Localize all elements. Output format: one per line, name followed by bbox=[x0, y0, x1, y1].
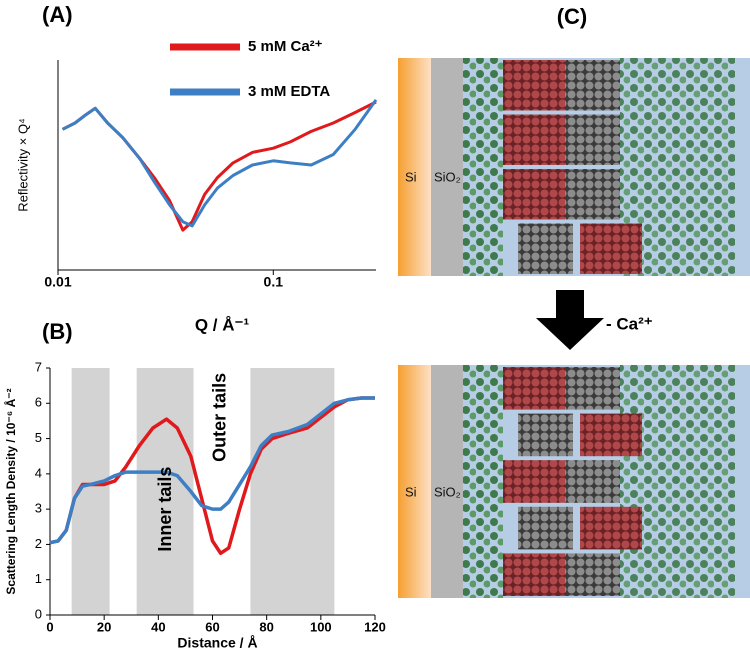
y-axis-title: Scattering Length Density / 10⁻⁶ Å⁻² bbox=[3, 388, 18, 594]
gray-tails bbox=[518, 413, 573, 457]
outer-heads bbox=[620, 365, 735, 598]
gray-tails bbox=[565, 553, 620, 596]
y-tick-label: 3 bbox=[35, 501, 42, 516]
x-tick-label: 60 bbox=[205, 619, 219, 634]
gray-tails bbox=[518, 223, 573, 274]
y-tick-label: 4 bbox=[35, 465, 42, 480]
layer-label: SiO₂ bbox=[434, 485, 461, 500]
line-series bbox=[61, 99, 378, 228]
silicon bbox=[398, 58, 431, 276]
annotation: Inner tails bbox=[155, 467, 175, 552]
red-tails bbox=[503, 169, 565, 220]
process-arrow bbox=[536, 290, 604, 350]
inner-heads bbox=[463, 365, 503, 598]
x-tick-label: 80 bbox=[259, 619, 273, 634]
layer-label: SiO₂ bbox=[434, 169, 461, 184]
legend-label: 3 mM EDTA bbox=[248, 83, 330, 100]
gray-tails bbox=[565, 114, 620, 165]
x-tick-label: 0.01 bbox=[44, 274, 71, 290]
gray-tails bbox=[565, 60, 620, 111]
y-tick-label: 5 bbox=[35, 430, 42, 445]
membrane-diagram: Si SiO₂ Si SiO₂ - Ca²⁺ bbox=[398, 58, 750, 598]
x-tick-label: 40 bbox=[151, 619, 165, 634]
y-tick-label: 7 bbox=[35, 359, 42, 374]
panel-label: (B) bbox=[42, 319, 73, 344]
y-tick-label: 2 bbox=[35, 536, 42, 551]
silica bbox=[431, 58, 463, 276]
legend-label: 5 mM Ca²⁺ bbox=[248, 38, 323, 55]
silicon bbox=[398, 365, 431, 598]
red-tails bbox=[503, 460, 565, 503]
gray-tails bbox=[565, 460, 620, 503]
line-series bbox=[61, 100, 377, 232]
red-tails bbox=[580, 223, 642, 274]
gray-tails bbox=[518, 506, 573, 550]
red-tails bbox=[580, 506, 642, 550]
x-tick-label: 20 bbox=[97, 619, 111, 634]
shaded-band bbox=[136, 368, 194, 615]
annotation: Outer tails bbox=[209, 373, 229, 462]
red-tails bbox=[503, 114, 565, 165]
red-tails bbox=[580, 413, 642, 457]
gray-tails bbox=[565, 169, 620, 220]
red-tails bbox=[503, 60, 565, 111]
x-axis-title: Distance / Å bbox=[177, 635, 257, 651]
y-tick-label: 6 bbox=[35, 395, 42, 410]
x-tick-label: 100 bbox=[310, 619, 332, 634]
layer-label: Si bbox=[405, 485, 417, 500]
y-tick-label: 0 bbox=[35, 606, 42, 621]
y-tick-label: 1 bbox=[35, 571, 42, 586]
red-tails bbox=[503, 553, 565, 596]
layer-label: Si bbox=[405, 169, 417, 184]
x-axis-title: Q / Å⁻¹ bbox=[195, 315, 250, 334]
x-tick-label: 120 bbox=[364, 619, 386, 634]
x-tick-label: 0.1 bbox=[264, 274, 284, 290]
inner-heads bbox=[463, 58, 503, 276]
red-tails bbox=[503, 367, 565, 410]
x-tick-label: 0 bbox=[46, 619, 53, 634]
panel-label: (A) bbox=[42, 2, 73, 27]
silica bbox=[431, 365, 463, 598]
line-series bbox=[49, 396, 375, 545]
panel-label: (C) bbox=[557, 4, 588, 29]
y-axis-title: Reflectivity × Q⁴ bbox=[15, 118, 30, 211]
gray-tails bbox=[565, 367, 620, 410]
shaded-band bbox=[250, 368, 335, 615]
arrow-label: - Ca²⁺ bbox=[606, 314, 653, 333]
